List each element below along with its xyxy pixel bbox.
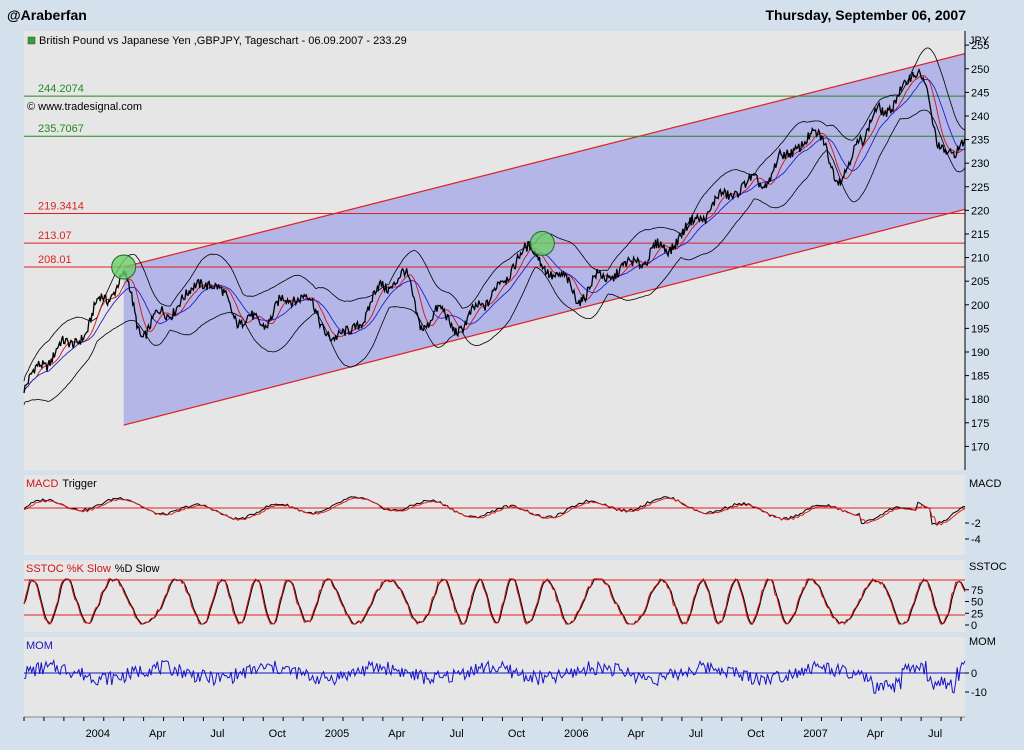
sstoc-right-label: SSTOC: [969, 561, 1007, 573]
level-label-2: 219.3414: [38, 200, 84, 212]
x-axis: 2004 Apr Jul Oct 2005 Apr Jul Oct 2006 Apr Jul Oct 2…: [23, 717, 962, 740]
kslow-series-line: [23, 577, 966, 626]
price-tick-label-1: 175: [971, 418, 989, 430]
price-tick-label-14: 240: [971, 111, 989, 123]
channel-upper-line: [123, 53, 966, 268]
price-tick-label-16: 250: [971, 64, 989, 76]
x-tick-label-4: 2005: [325, 728, 349, 740]
highlight-circle-0: [111, 254, 137, 280]
moving-average-red: [23, 75, 966, 394]
copyright: © www.tradesignal.com: [27, 101, 142, 113]
price-tick-label-7: 205: [971, 276, 989, 288]
mom-right-label: MOM: [969, 636, 996, 648]
level-label-1: 235.7067: [38, 123, 84, 135]
x-tick-label-0: 2004: [86, 728, 110, 740]
trigger-series-line: [23, 497, 966, 527]
macd-title: MACD Trigger: [26, 478, 97, 490]
x-tick-label-6: Jul: [450, 728, 464, 740]
mom-title: MOM: [26, 640, 53, 652]
price-tick-label-2: 180: [971, 394, 989, 406]
horizontal-levels: 244.2074 235.7067 219.3414 213.07 208.01: [24, 83, 965, 268]
x-tick-label-14: Jul: [928, 728, 942, 740]
mom-series-line: [23, 658, 966, 694]
sstoc-tick-label-0: 75: [971, 585, 983, 597]
bollinger-upper: [23, 47, 966, 382]
channel-lower-line: [123, 208, 966, 426]
mom-tick-label-0: 0: [971, 668, 977, 680]
mom-tick-label-1: -10: [971, 687, 987, 699]
level-label-4: 208.01: [38, 254, 72, 266]
price-tick-label-6: 200: [971, 300, 989, 312]
price-tick-label-15: 245: [971, 87, 989, 99]
x-tick-label-11: Oct: [747, 728, 764, 740]
macd-series-line: [23, 496, 966, 526]
macd-panel: [24, 475, 965, 555]
x-tick-label-5: Apr: [388, 728, 405, 740]
price-tick-label-3: 185: [971, 371, 989, 383]
macd-tick-label-0: -2: [971, 518, 981, 530]
x-tick-label-10: Jul: [689, 728, 703, 740]
x-tick-label-2: Jul: [210, 728, 224, 740]
price-tick-label-10: 220: [971, 205, 989, 217]
x-tick-label-8: 2006: [564, 728, 588, 740]
header-user: @Araberfan: [7, 7, 87, 23]
macd-tick-label-1: -4: [971, 534, 981, 546]
price-tick-label-9: 215: [971, 229, 989, 241]
bollinger-lower: [23, 109, 966, 405]
sstoc-tick-label-2: 25: [971, 608, 983, 620]
price-tick-label-0: 170: [971, 441, 989, 453]
x-tick-label-1: Apr: [149, 728, 166, 740]
sstoc-title: SSTOC %K Slow %D Slow: [26, 563, 159, 575]
x-tick-label-12: 2007: [803, 728, 827, 740]
price-series-line: [23, 68, 966, 394]
highlight-circle-1: [529, 230, 555, 256]
level-label-0: 244.2074: [38, 83, 84, 95]
price-tick-label-12: 230: [971, 158, 989, 170]
x-tick-label-3: Oct: [269, 728, 286, 740]
price-tick-label-11: 225: [971, 182, 989, 194]
price-tick-label-5: 195: [971, 323, 989, 335]
mom-panel: [24, 637, 965, 717]
sstoc-tick-label-3: 0: [971, 620, 977, 632]
price-tick-label-4: 190: [971, 347, 989, 359]
legend-marker-icon: [27, 36, 36, 45]
price-title: British Pound vs Japanese Yen ,GBPJPY, T…: [39, 35, 407, 47]
sstoc-tick-label-1: 50: [971, 597, 983, 609]
x-tick-label-7: Oct: [508, 728, 525, 740]
price-tick-label-17: 255: [971, 40, 989, 52]
macd-right-label: MACD: [969, 478, 1001, 490]
price-tick-label-13: 235: [971, 135, 989, 147]
x-tick-label-9: Apr: [628, 728, 645, 740]
level-label-3: 213.07: [38, 230, 72, 242]
price-unit: JPY: [969, 35, 990, 47]
moving-average-blue: [23, 78, 966, 394]
price-tick-label-8: 210: [971, 253, 989, 265]
header-date: Thursday, September 06, 2007: [765, 7, 967, 23]
x-tick-label-13: Apr: [867, 728, 884, 740]
